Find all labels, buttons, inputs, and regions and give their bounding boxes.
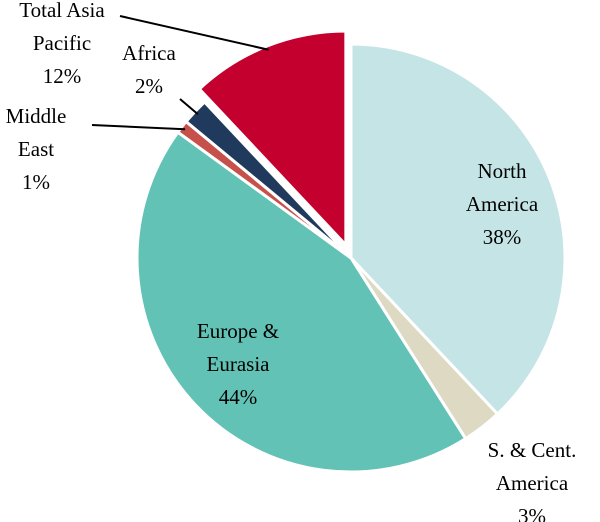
leader-line-africa — [179, 98, 199, 116]
slice-label-north-america: North America 38% — [466, 159, 539, 249]
slice-label-africa: Africa 2% — [122, 41, 176, 98]
slice-label-s-cent-america: S. & Cent. America 3% — [488, 438, 577, 522]
slice-label-europe-eurasia: Europe & Eurasia 44% — [197, 319, 279, 409]
slice-label-middle-east: Middle East 1% — [6, 104, 67, 194]
slice-label-total-asia-pacific: Total Asia Pacific 12% — [19, 0, 105, 88]
leader-line-middle-east — [91, 124, 186, 131]
pie-slice-north-america — [349, 42, 567, 417]
pie-slice-europe-eurasia — [135, 130, 468, 474]
pie-slice-total-asia-pacific — [197, 29, 348, 249]
leader-line-total-asia-pacific — [119, 15, 269, 51]
